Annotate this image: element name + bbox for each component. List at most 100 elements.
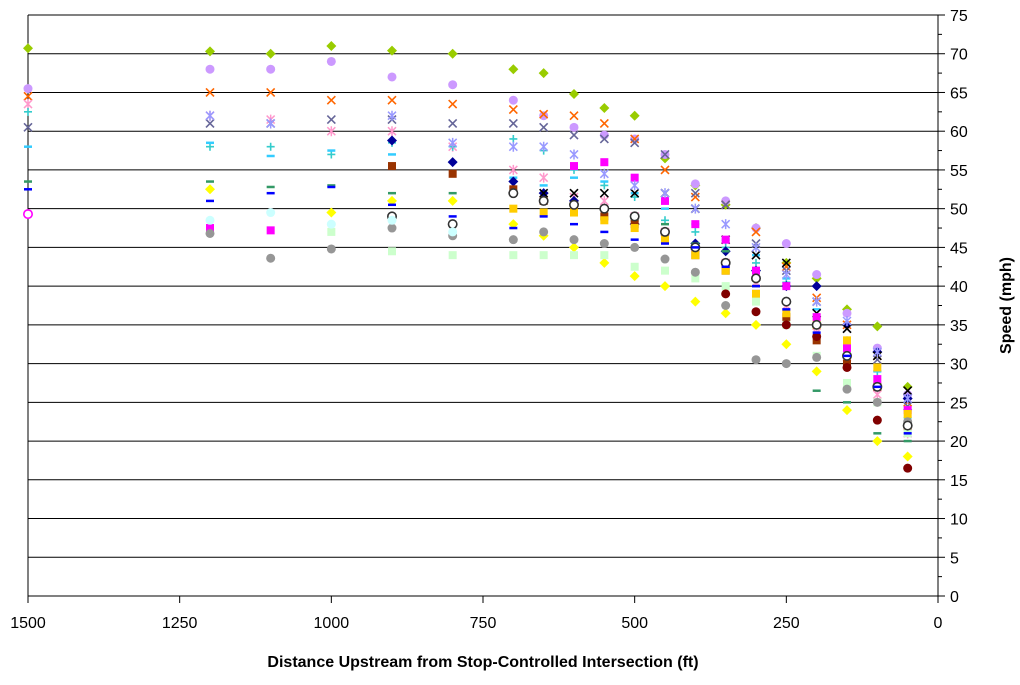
data-point [23, 84, 33, 94]
data-point [22, 209, 33, 220]
data-point [872, 415, 882, 425]
data-point [387, 195, 397, 206]
data-point [843, 344, 851, 353]
data-point [690, 267, 700, 277]
data-point [630, 188, 640, 198]
data-point [781, 269, 791, 280]
y-tick-label: 35 [950, 318, 968, 335]
data-point [538, 195, 549, 206]
data-point [903, 386, 913, 396]
data-point [599, 168, 609, 179]
data-point [661, 196, 669, 205]
data-point [508, 104, 518, 115]
data-point [508, 235, 518, 245]
tick-labels: 0 5 10 15 20 25 30 35 40 45 50 55 60 65 70 75 1500 1250 10… [10, 8, 968, 632]
data-point [599, 102, 610, 113]
data-point [842, 324, 852, 334]
data-point [569, 89, 579, 100]
data-point [538, 68, 549, 79]
data-point [509, 134, 518, 143]
x-tick-label: 500 [621, 615, 648, 632]
data-point [205, 184, 215, 195]
data-point [630, 262, 639, 271]
data-point [508, 188, 519, 199]
data-point [569, 130, 579, 140]
data-point [781, 359, 791, 369]
data-point [812, 296, 822, 307]
data-point [812, 331, 822, 341]
y-tick-label: 15 [950, 473, 968, 490]
data-point [508, 95, 518, 105]
data-point [23, 91, 33, 101]
x-tick-label: 750 [470, 615, 497, 632]
data-point [448, 99, 458, 109]
y-tick-label: 5 [950, 550, 959, 567]
data-point [205, 110, 215, 121]
data-point [508, 141, 518, 152]
y-tick-label: 60 [950, 124, 968, 141]
data-point [599, 134, 609, 144]
data-point [509, 251, 518, 260]
data-point [721, 235, 730, 244]
data-point [387, 215, 397, 225]
data-point [600, 158, 609, 167]
data-point [903, 393, 913, 404]
data-point [721, 266, 730, 275]
data-point [752, 289, 760, 298]
data-point [660, 188, 670, 199]
data-point [599, 118, 609, 129]
data-point [903, 409, 912, 418]
data-point [266, 142, 275, 151]
data-point [630, 180, 640, 191]
x-tick-label: 1500 [10, 615, 46, 632]
data-point [902, 451, 913, 462]
data-point [843, 378, 851, 387]
data-point [872, 436, 883, 447]
data-point [902, 420, 913, 431]
data-point [569, 242, 579, 253]
data-point [387, 95, 397, 105]
data-point [508, 64, 519, 75]
data-point [660, 165, 670, 175]
data-point [326, 95, 336, 105]
data-point [751, 307, 761, 317]
y-tick-label: 50 [950, 202, 968, 219]
x-tick-label: 250 [773, 615, 800, 632]
data-point [782, 309, 791, 318]
data-point [781, 320, 791, 330]
data-point [751, 250, 761, 260]
data-point [508, 164, 518, 175]
data-point [387, 126, 397, 137]
data-point [752, 297, 760, 306]
data-point [781, 339, 792, 350]
data-point [721, 219, 731, 230]
data-point [326, 115, 336, 125]
data-point [206, 224, 214, 233]
data-point [387, 135, 397, 146]
data-point [629, 211, 640, 222]
data-point [448, 251, 457, 260]
data-point [266, 253, 276, 263]
data-point [388, 162, 396, 171]
data-point [327, 227, 336, 236]
data-point [266, 226, 275, 235]
data-point [326, 244, 336, 254]
x-tick-label: 1250 [162, 615, 198, 632]
data-point [843, 336, 851, 345]
data-point [659, 226, 670, 237]
data-point [539, 109, 549, 119]
y-tick-label: 20 [950, 434, 968, 451]
data-point [539, 172, 549, 183]
data-point [872, 355, 882, 365]
data-point [721, 282, 730, 291]
x-axis-title: Distance Upstream from Stop-Controlled I… [267, 654, 698, 671]
data-point [691, 274, 700, 283]
data-point [781, 262, 791, 272]
y-tick-label: 30 [950, 357, 968, 374]
data-point [448, 137, 458, 148]
data-point [539, 251, 548, 260]
data-point [720, 308, 731, 319]
gridlines [28, 14, 938, 558]
